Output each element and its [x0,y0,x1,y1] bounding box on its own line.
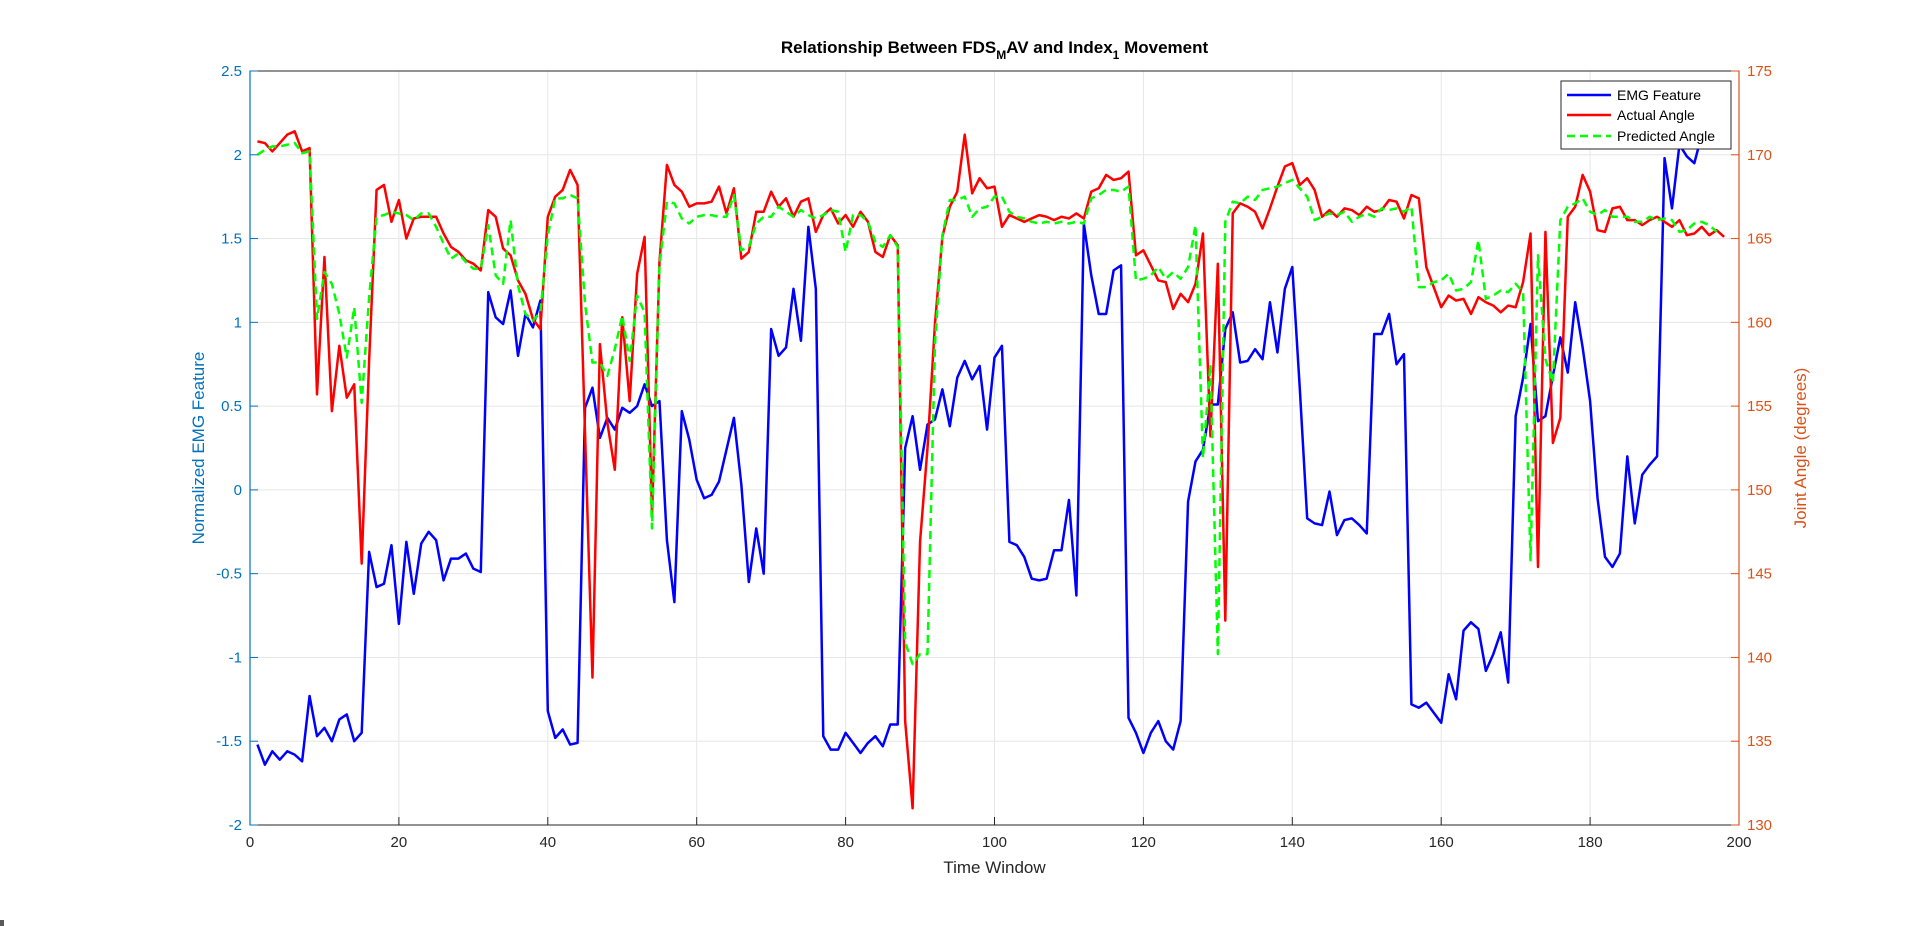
legend-label-actual: Actual Angle [1617,107,1695,123]
series-layer [256,130,1725,810]
x-tick-label: 180 [1578,834,1603,851]
y-left-tick-label: 0.5 [221,398,242,415]
y-left-tick-label: 0 [234,482,242,499]
title-post: Movement [1119,38,1208,57]
y-right-tick-label: 155 [1747,398,1772,415]
y-right-tick-label: 130 [1747,817,1772,834]
x-tick-label: 40 [539,834,556,851]
legend: EMG Feature Actual Angle Predicted Angle [1560,80,1732,150]
x-tick-label: 0 [246,834,254,851]
y-left-tick-label: 1.5 [221,231,242,248]
y-right-tick-label: 160 [1747,314,1772,331]
legend-label-predicted: Predicted Angle [1617,128,1715,144]
corner-mark [0,920,4,926]
y-left-tick-label: 2 [234,147,242,164]
y-left-tick-label: -0.5 [216,566,242,583]
y-axis-left: -2 -1.5 -1 -0.5 0 0.5 1 1.5 2 2.5 [216,63,258,834]
x-tick-label: 200 [1726,834,1751,851]
y-right-tick-label: 170 [1747,147,1772,164]
x-tick-label: 100 [982,834,1007,851]
series-predicted-angle [256,141,1718,666]
y-left-tick-label: 1 [234,314,242,331]
y-right-tick-label: 150 [1747,482,1772,499]
y-right-tick-label: 135 [1747,733,1772,750]
y-left-tick-label: -2 [229,817,242,834]
x-axis: 0 20 40 60 80 100 120 140 160 180 200 [246,817,1752,851]
y-axis-left-label: Normalized EMG Feature [189,352,208,545]
series-actual-angle [257,130,1725,810]
y-left-tick-label: -1 [229,649,242,666]
y-right-tick-label: 175 [1747,63,1772,80]
y-axis-right-label: Joint Angle (degrees) [1791,368,1810,529]
series-emg-feature [256,134,1703,766]
y-right-tick-label: 145 [1747,566,1772,583]
y-right-tick-label: 165 [1747,231,1772,248]
x-tick-label: 80 [837,834,854,851]
title-pre: Relationship Between FDS [781,38,996,57]
x-axis-label: Time Window [943,858,1046,877]
legend-label-emg: EMG Feature [1617,87,1701,103]
title-mid: AV and Index [1006,38,1113,57]
y-right-tick-label: 140 [1747,649,1772,666]
x-tick-label: 160 [1429,834,1454,851]
x-tick-label: 140 [1280,834,1305,851]
y-left-tick-label: -1.5 [216,733,242,750]
chart-title: Relationship Between FDSMAV and Index1 M… [781,38,1209,62]
x-tick-label: 60 [688,834,705,851]
title-sub1: M [996,48,1006,62]
x-tick-label: 120 [1131,834,1156,851]
x-tick-label: 20 [391,834,408,851]
y-left-tick-label: 2.5 [221,63,242,80]
title-sub2: 1 [1113,48,1120,62]
y-axis-right: 130 135 140 145 150 155 160 165 170 175 [1731,63,1772,834]
